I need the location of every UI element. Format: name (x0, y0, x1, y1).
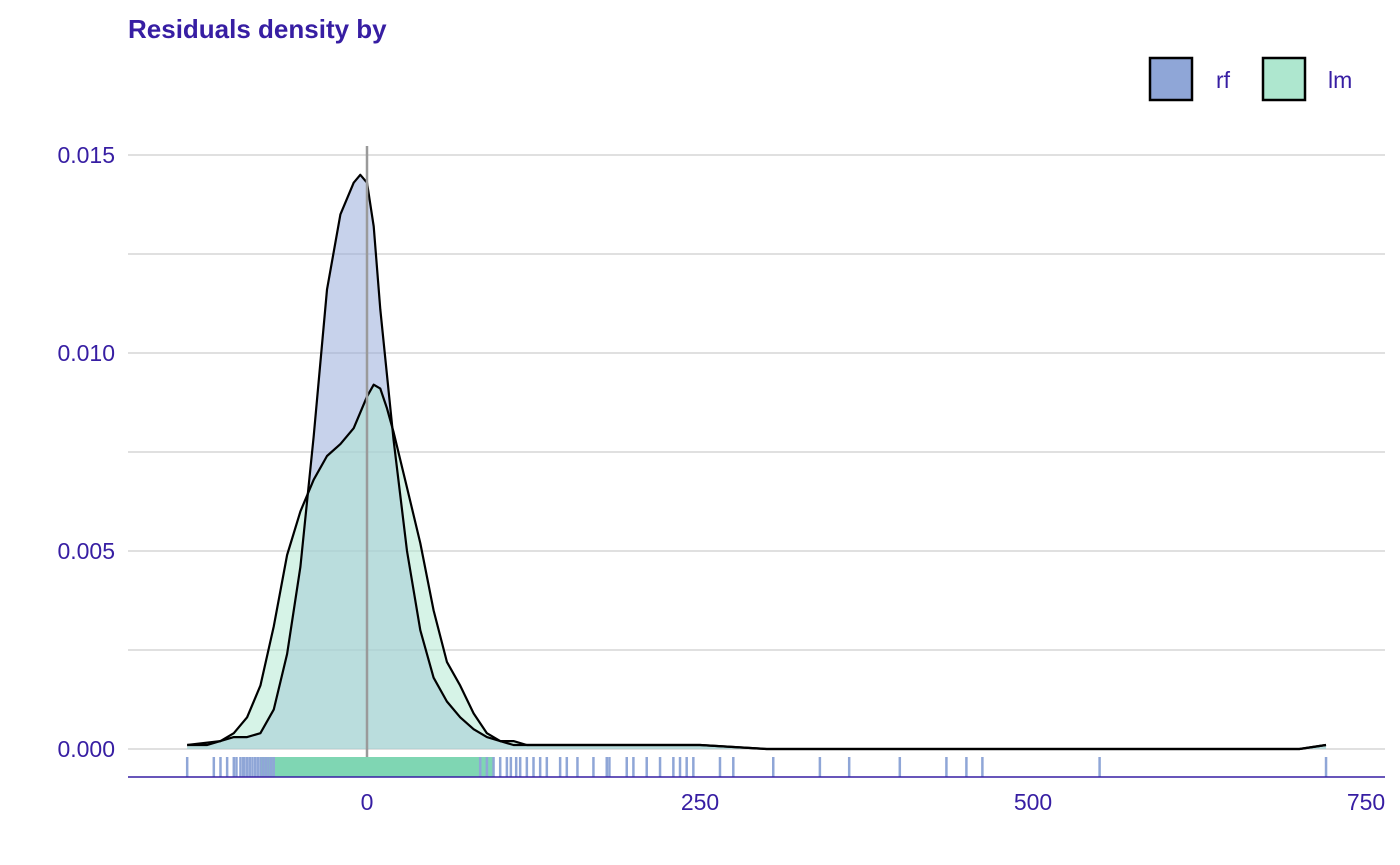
chart-title: Residuals density by (128, 14, 387, 44)
density-areas (187, 146, 1327, 760)
legend-swatch-rf (1148, 56, 1194, 102)
x-tick-label: 250 (681, 789, 719, 815)
legend-label-rf: rf (1216, 67, 1231, 93)
x-tick-label: 500 (1014, 789, 1052, 815)
legend-label-lm: lm (1328, 67, 1352, 93)
y-tick-label: 0.000 (57, 736, 115, 762)
rug-marks (185, 757, 1328, 777)
y-tick-label: 0.010 (57, 340, 115, 366)
legend-swatch-lm (1261, 56, 1307, 102)
legend: rf lm (1148, 56, 1352, 102)
x-axis-tick-labels: 0 250 500 750 (361, 789, 1386, 815)
y-axis-tick-labels: 0.000 0.005 0.010 0.015 (57, 142, 115, 762)
y-tick-label: 0.005 (57, 538, 115, 564)
x-tick-label: 0 (361, 789, 374, 815)
y-tick-label: 0.015 (57, 142, 115, 168)
density-area-lm (187, 384, 1327, 749)
x-tick-label: 750 (1347, 789, 1385, 815)
rug-band-lm (260, 757, 494, 777)
density-line-lm (187, 383, 1327, 751)
